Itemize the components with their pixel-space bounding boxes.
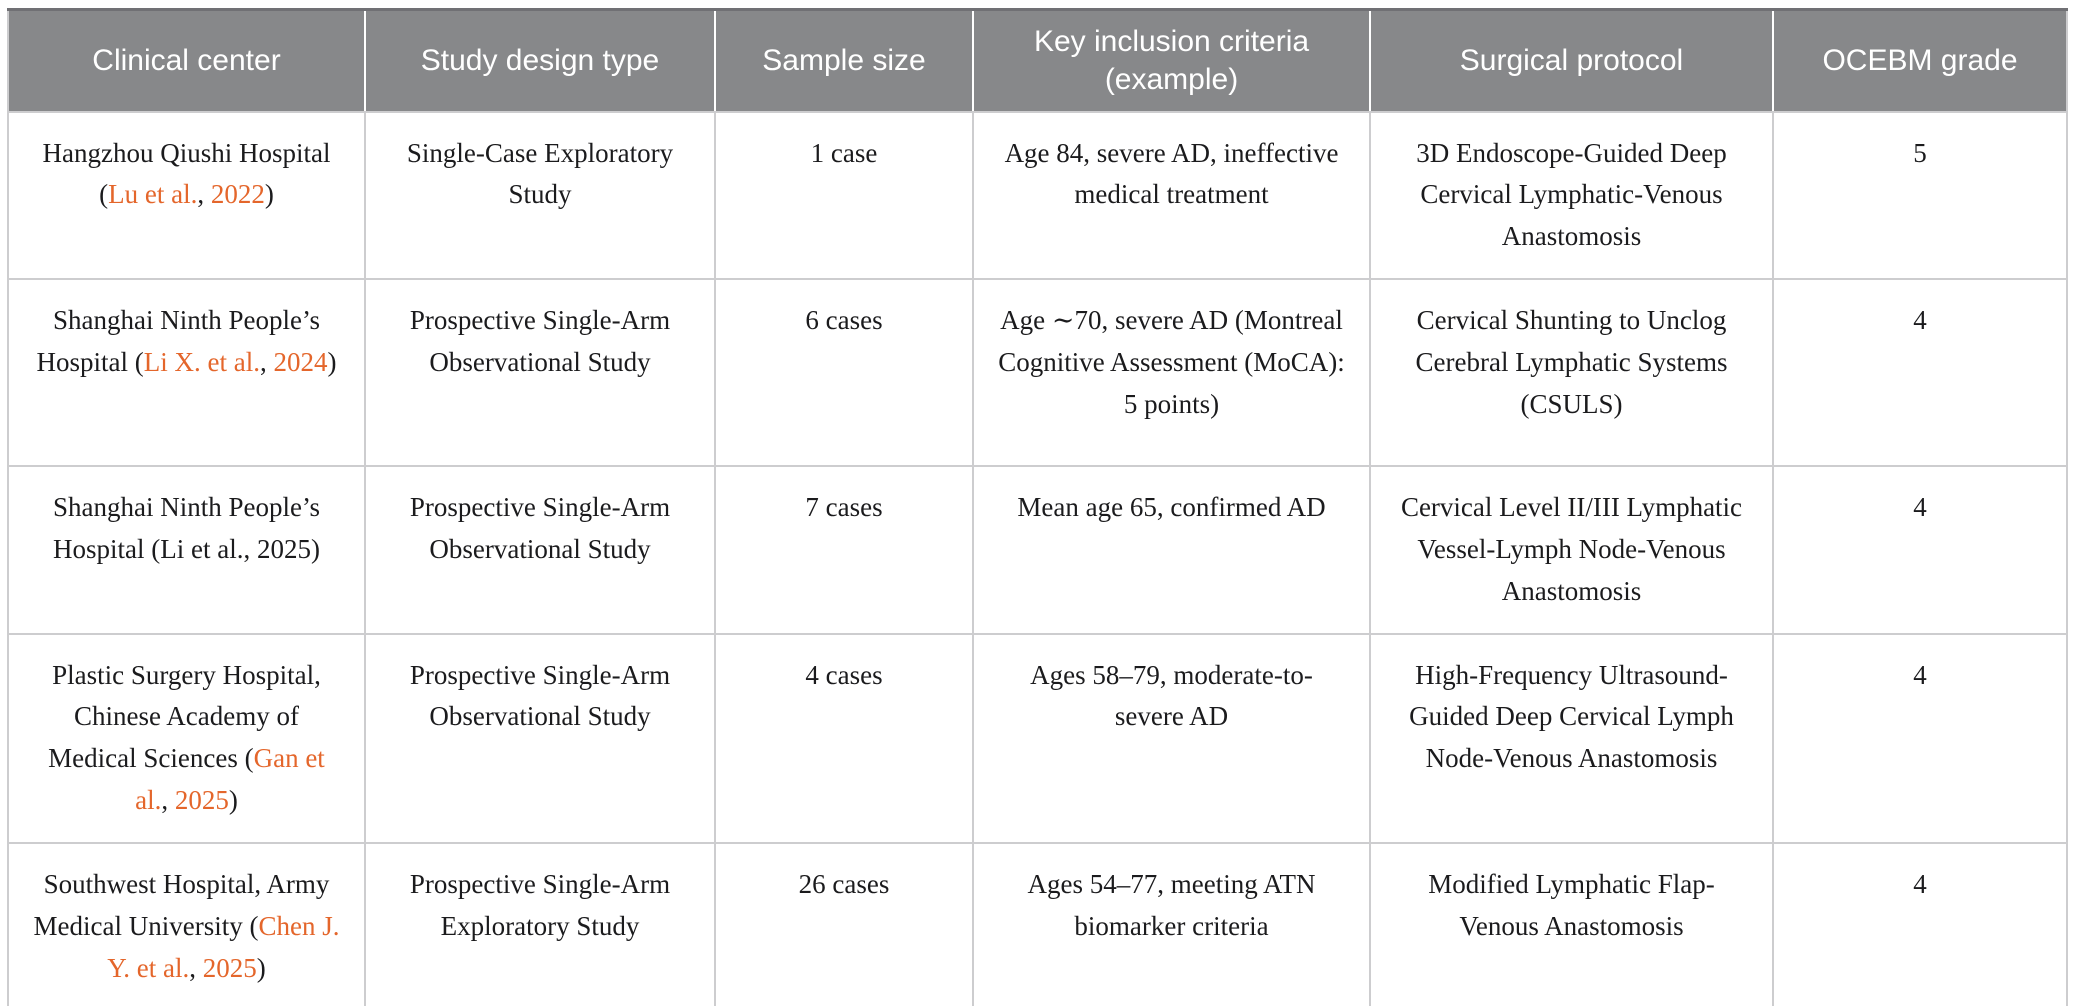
surgical-protocol-cell: 3D Endoscope-Guided Deep Cervical Lympha… xyxy=(1369,110,1774,281)
table-body: Hangzhou Qiushi Hospital (Lu et al., 202… xyxy=(7,110,2068,1006)
clinical-center-cell: Southwest Hospital, Army Medical Univers… xyxy=(7,841,366,1006)
study-design-cell: Prospective Single-Arm Exploratory Study xyxy=(364,841,716,1006)
clinical-center-cell: Plastic Surgery Hospital, Chinese Academ… xyxy=(7,632,366,844)
table-row: Shanghai Ninth People’s Hospital (Li et … xyxy=(7,465,2068,635)
column-header-sample-size: Sample size xyxy=(714,8,973,113)
study-design-cell: Prospective Single-Arm Observational Stu… xyxy=(364,278,716,468)
table-row: Hangzhou Qiushi Hospital (Lu et al., 202… xyxy=(7,110,2068,281)
study-design-cell: Single-Case Exploratory Study xyxy=(364,110,716,281)
table-row: Southwest Hospital, Army Medical Univers… xyxy=(7,841,2068,1006)
inclusion-criteria-cell: Age 84, severe AD, ineffective medical t… xyxy=(972,110,1371,281)
sample-size-cell: 6 cases xyxy=(714,278,974,468)
citation-link[interactable]: Gan et al. xyxy=(135,743,325,816)
study-design-cell: Prospective Single-Arm Observational Stu… xyxy=(364,632,716,844)
ocebm-grade-cell: 4 xyxy=(1772,841,2068,1006)
sample-size-cell: 4 cases xyxy=(714,632,974,844)
clinical-center-cell: Hangzhou Qiushi Hospital (Lu et al., 202… xyxy=(7,110,366,281)
inclusion-criteria-cell: Ages 54–77, meeting ATN biomarker criter… xyxy=(972,841,1371,1006)
inclusion-criteria-cell: Mean age 65, confirmed AD xyxy=(972,465,1371,635)
surgical-protocol-cell: Cervical Level II/III Lymphatic Vessel-L… xyxy=(1369,465,1774,635)
surgical-protocol-cell: Cervical Shunting to Unclog Cerebral Lym… xyxy=(1369,278,1774,468)
sample-size-cell: 7 cases xyxy=(714,465,974,635)
surgical-protocol-cell: Modified Lymphatic Flap-Venous Anastomos… xyxy=(1369,841,1774,1006)
citation-link[interactable]: Chen J. Y. et al. xyxy=(107,910,340,983)
study-design-cell: Prospective Single-Arm Observational Stu… xyxy=(364,465,716,635)
clinical-center-cell: Shanghai Ninth People’s Hospital (Li et … xyxy=(7,465,366,635)
ocebm-grade-cell: 4 xyxy=(1772,632,2068,844)
ocebm-grade-cell: 5 xyxy=(1772,110,2068,281)
ocebm-grade-cell: 4 xyxy=(1772,465,2068,635)
column-header-ocebm-grade: OCEBM grade xyxy=(1772,8,2067,113)
column-header-study-design-type: Study design type xyxy=(364,8,715,113)
column-header-key-inclusion-criteria: Key inclusion criteria (example) xyxy=(972,8,1370,113)
sample-size-cell: 26 cases xyxy=(714,841,974,1006)
header-row: Clinical center Study design type Sample… xyxy=(8,8,2067,113)
table-row: Plastic Surgery Hospital, Chinese Academ… xyxy=(7,632,2068,844)
citation-link[interactable]: 2025 xyxy=(174,785,229,816)
column-header-surgical-protocol: Surgical protocol xyxy=(1369,8,1773,113)
table-header: Clinical center Study design type Sample… xyxy=(8,8,2067,113)
ocebm-grade-cell: 4 xyxy=(1772,278,2068,468)
citation-link[interactable]: 2024 xyxy=(273,346,328,377)
clinical-center-cell: Shanghai Ninth People’s Hospital (Li X. … xyxy=(7,278,366,468)
sample-size-cell: 1 case xyxy=(714,110,974,281)
inclusion-criteria-cell: Age ∼70, severe AD (Montreal Cognitive A… xyxy=(972,278,1371,468)
inclusion-criteria-cell: Ages 58–79, moderate-to-severe AD xyxy=(972,632,1371,844)
citation-link[interactable]: 2025 xyxy=(202,952,257,983)
citation-link[interactable]: Li X. et al. xyxy=(143,346,260,377)
surgical-protocol-cell: High-Frequency Ultrasound-Guided Deep Ce… xyxy=(1369,632,1774,844)
citation-link[interactable]: Lu et al. xyxy=(108,179,198,210)
column-header-clinical-center: Clinical center xyxy=(8,8,365,113)
citation-link[interactable]: 2022 xyxy=(210,179,265,210)
table-row: Shanghai Ninth People’s Hospital (Li X. … xyxy=(7,278,2068,468)
clinical-studies-table: Clinical center Study design type Sample… xyxy=(7,8,2068,1006)
